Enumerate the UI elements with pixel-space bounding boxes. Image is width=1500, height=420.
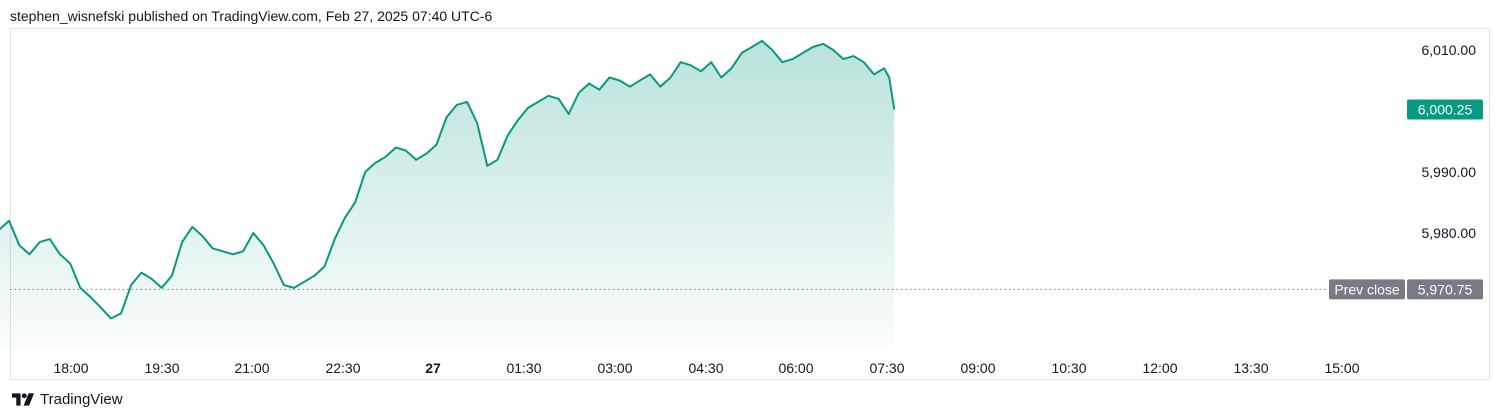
x-axis: 18:00 19:30 21:00 22:30 27 01:30 03:00 04:30 06:…: [53, 360, 1359, 376]
prev-close-value-label: 5,970.75: [1418, 281, 1473, 297]
x-tick-label: 10:30: [1051, 360, 1086, 376]
x-tick-label: 27: [425, 360, 441, 376]
price-badges: 6,000.25 Prev close 5,970.75: [1329, 99, 1483, 300]
x-tick-label: 19:30: [144, 360, 179, 376]
prev-close-value-badge: [1407, 279, 1483, 300]
price-area: [0, 40, 895, 348]
footer[interactable]: TradingView: [12, 391, 123, 408]
y-tick-label: 6,010.00: [1422, 42, 1477, 58]
x-tick-label: 15:00: [1324, 360, 1359, 376]
y-tick-label: 5,980.00: [1422, 225, 1477, 241]
chart-frame: [10, 28, 1490, 380]
x-tick-label: 21:00: [234, 360, 269, 376]
x-tick-label: 13:30: [1233, 360, 1268, 376]
tradingview-brand: TradingView: [40, 391, 123, 408]
x-tick-label: 04:30: [688, 360, 723, 376]
x-tick-label: 01:30: [506, 360, 541, 376]
price-line: [0, 39, 896, 320]
x-tick-label: 12:00: [1142, 360, 1177, 376]
x-tick-label: 09:00: [960, 360, 995, 376]
last-price-label: 6,000.25: [1418, 101, 1473, 117]
x-tick-label: 03:00: [597, 360, 632, 376]
x-tick-label: 18:00: [53, 360, 88, 376]
y-tick-label: 5,990.00: [1422, 164, 1477, 180]
x-tick-label: 06:00: [778, 360, 813, 376]
prev-close-label: Prev close: [1334, 281, 1400, 297]
prev-close-badge: [1329, 279, 1405, 300]
y-axis: 6,010.00 5,990.00 5,980.00: [1422, 42, 1477, 241]
tradingview-logo-icon: [12, 393, 34, 406]
x-tick-label: 22:30: [325, 360, 360, 376]
x-tick-label: 07:30: [869, 360, 904, 376]
last-price-badge: [1407, 99, 1483, 120]
area-group: [0, 39, 896, 348]
publish-info: stephen_wisnefski published on TradingVi…: [10, 8, 493, 24]
